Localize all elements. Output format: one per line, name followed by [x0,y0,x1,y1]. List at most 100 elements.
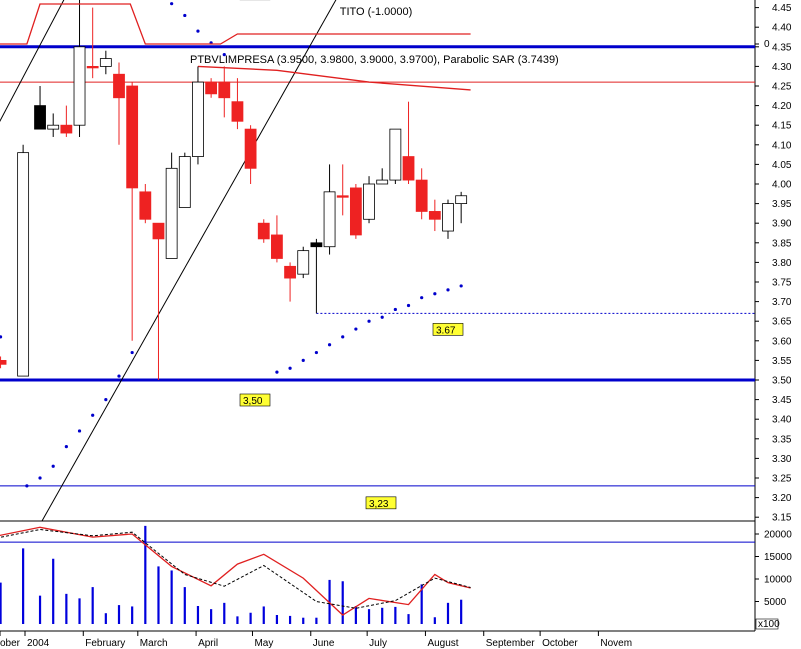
candle-body [178,156,191,208]
volume-average-line [0,528,471,609]
candle-body [152,222,165,240]
y-tick-label: 4.15 [772,121,792,132]
y-tick-label: 4.00 [772,180,792,191]
sar-dot [170,2,174,6]
candle-body [192,81,204,157]
sar-dot [222,53,226,57]
candle-body [113,73,125,99]
x-tick-label: ober [0,638,21,649]
candle-body [389,128,402,181]
sar-dot [446,288,450,292]
trend-line [0,0,65,122]
y-tick-label: 4.10 [772,140,792,151]
y-tick-label: 3.50 [772,376,792,387]
candle-body [402,156,415,181]
y-tick-label: 3.45 [772,395,792,406]
y-tick-label: 3.65 [772,317,792,328]
level-label-box [432,323,464,336]
x-tick-label: June [313,638,335,649]
unit-label-box [755,618,779,630]
sar-dot [91,413,95,417]
sar-dot [354,327,358,331]
level-label-text: 4,35 [243,0,263,1]
sar-dot [301,358,305,362]
y-tick-label: 3.35 [772,434,792,445]
candle-body [297,250,310,275]
sar-dot [64,445,68,449]
y-tick-label: 4.35 [772,42,792,53]
x-tick-label: October [542,638,578,649]
tito-line [0,3,471,45]
candle-body [442,203,454,232]
sar-dot [433,292,437,296]
level-label-text: 3,23 [369,499,389,510]
candle-body [17,152,30,377]
y-tick-label: 3.20 [772,493,792,504]
price-title: PTBVLIMPRESA (3.9500, 3.9800, 3.9000, 3.… [190,54,559,66]
x-tick-label: July [369,638,387,649]
y-tick-label: 10000 [764,575,792,586]
axes: ober 2004 February March April May June July Aug… [0,631,632,649]
y-tick-label: 3.70 [772,297,792,308]
x-tick-label: 2004 [27,638,50,649]
y-tick-label: 4.25 [772,82,792,93]
candle-body [376,179,389,185]
y-tick-label: 3.40 [772,415,792,426]
level-label-box [365,496,397,510]
volume-panel: 20000 15000 10000 5000 x100 [0,525,792,630]
sar-dot [275,370,279,374]
tito-title: TITO (-1.0000) [340,6,413,18]
y-tick-label: 4.40 [772,23,792,34]
y-tick-label: 3.85 [772,238,792,249]
sar-dot [183,13,187,18]
y-tick-label: 3.15 [772,513,792,524]
sar-dot [327,343,332,347]
sar-dot [393,307,397,312]
sar-dot [420,296,424,300]
x-tick-label: September [486,638,536,649]
candle-body [73,46,86,126]
candle-body [363,183,375,220]
candle-body [205,81,218,95]
y-tick-label: 3.75 [772,278,792,289]
y-tick-label: 3.95 [772,199,792,210]
candle-body [284,265,296,279]
sar-dot [459,284,463,288]
candle-body [0,359,7,365]
sar-dot [130,350,134,355]
y-tick-label: 20000 [764,530,792,541]
candle-body [271,234,283,259]
y-tick-label: 4.20 [772,101,792,112]
sar-dot [406,303,411,308]
candle-body [349,187,362,236]
tito-panel: 0 [0,3,770,50]
y-tick-label: 0 [764,39,770,50]
candle-body [34,105,46,130]
candle-body [428,211,441,220]
sar-dot [77,429,82,433]
candle-body [257,222,270,240]
candle-body [99,58,112,67]
candle-body [231,101,244,122]
y-tick-label: 5000 [764,597,787,608]
sar-dot [104,398,108,402]
y-tick-label: 3.25 [772,474,792,485]
y-tick-label: 4.05 [772,160,792,171]
candle-body [415,179,428,212]
level-label-text: 3,50 [243,396,263,407]
candle-body [47,124,60,130]
sar-dot [0,335,3,339]
y-tick-label: 15000 [764,552,792,563]
sar-dot [51,464,55,468]
candle-body [86,66,99,69]
unit-label: x100 [758,619,780,630]
candle-body [336,195,349,198]
candle-body [244,128,257,169]
x-tick-label: August [427,638,458,649]
sar-dot [117,374,121,378]
trend-line [41,0,337,522]
sar-dot [380,315,384,319]
y-tick-label: 3.60 [772,336,792,347]
candle-body [455,195,468,204]
